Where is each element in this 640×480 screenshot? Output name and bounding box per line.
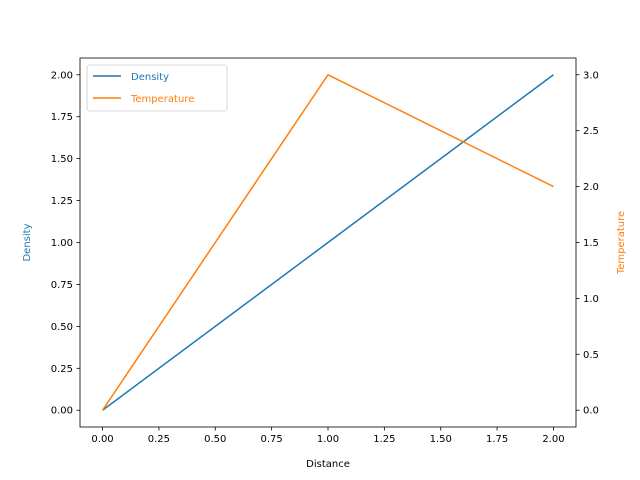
x-tick-label: 0.00 [91,434,113,445]
y-right-tick-label: 1.0 [583,294,599,305]
x-tick-label: 2.00 [542,434,564,445]
y-right-tick-label: 2.0 [583,182,599,193]
y-left-tick-label: 0.75 [51,280,73,291]
x-tick-label: 0.75 [261,434,283,445]
y-axis-left: 0.00 0.25 0.50 0.75 1.00 1.25 1.50 1.75 2.00 [51,70,80,417]
x-axis: 0.00 0.25 0.50 0.75 1.00 1.25 1.50 1.75 2.00 [91,427,565,445]
axes-border [79,57,577,428]
x-tick-label: 1.50 [430,434,452,445]
legend-box [86,64,228,112]
x-tick-label: 1.00 [317,434,339,445]
legend-label-temperature: Temperature [130,94,194,105]
y-left-tick-label: 0.50 [51,322,73,333]
y-right-tick-label: 2.5 [583,126,599,137]
x-tick-label: 0.50 [204,434,226,445]
x-tick-label: 0.25 [148,434,170,445]
x-axis-label: Distance [306,459,350,470]
y-axis-left-label: Density [22,223,33,261]
axes-frame [79,57,577,428]
y-left-tick-label: 1.50 [51,154,73,165]
y-axis-right: 0.0 0.5 1.0 1.5 2.0 2.5 3.0 [576,70,599,417]
legend-label-density: Density [131,72,169,83]
x-tick-label: 1.25 [373,434,395,445]
legend: Density Temperature [86,64,228,112]
y-left-tick-label: 0.25 [51,364,73,375]
y-left-tick-label: 0.00 [51,406,73,417]
y-left-tick-label: 1.25 [51,196,73,207]
y-right-tick-label: 1.5 [583,238,599,249]
y-right-tick-label: 3.0 [583,70,599,81]
y-right-tick-label: 0.0 [583,406,599,417]
x-tick-label: 1.75 [486,434,508,445]
y-left-tick-label: 1.00 [51,238,73,249]
y-left-tick-label: 1.75 [51,112,73,123]
series-layer [101,74,554,411]
y-left-tick-label: 2.00 [51,70,73,81]
y-right-tick-label: 0.5 [583,350,599,361]
y-axis-right-label: Temperature [616,211,627,275]
